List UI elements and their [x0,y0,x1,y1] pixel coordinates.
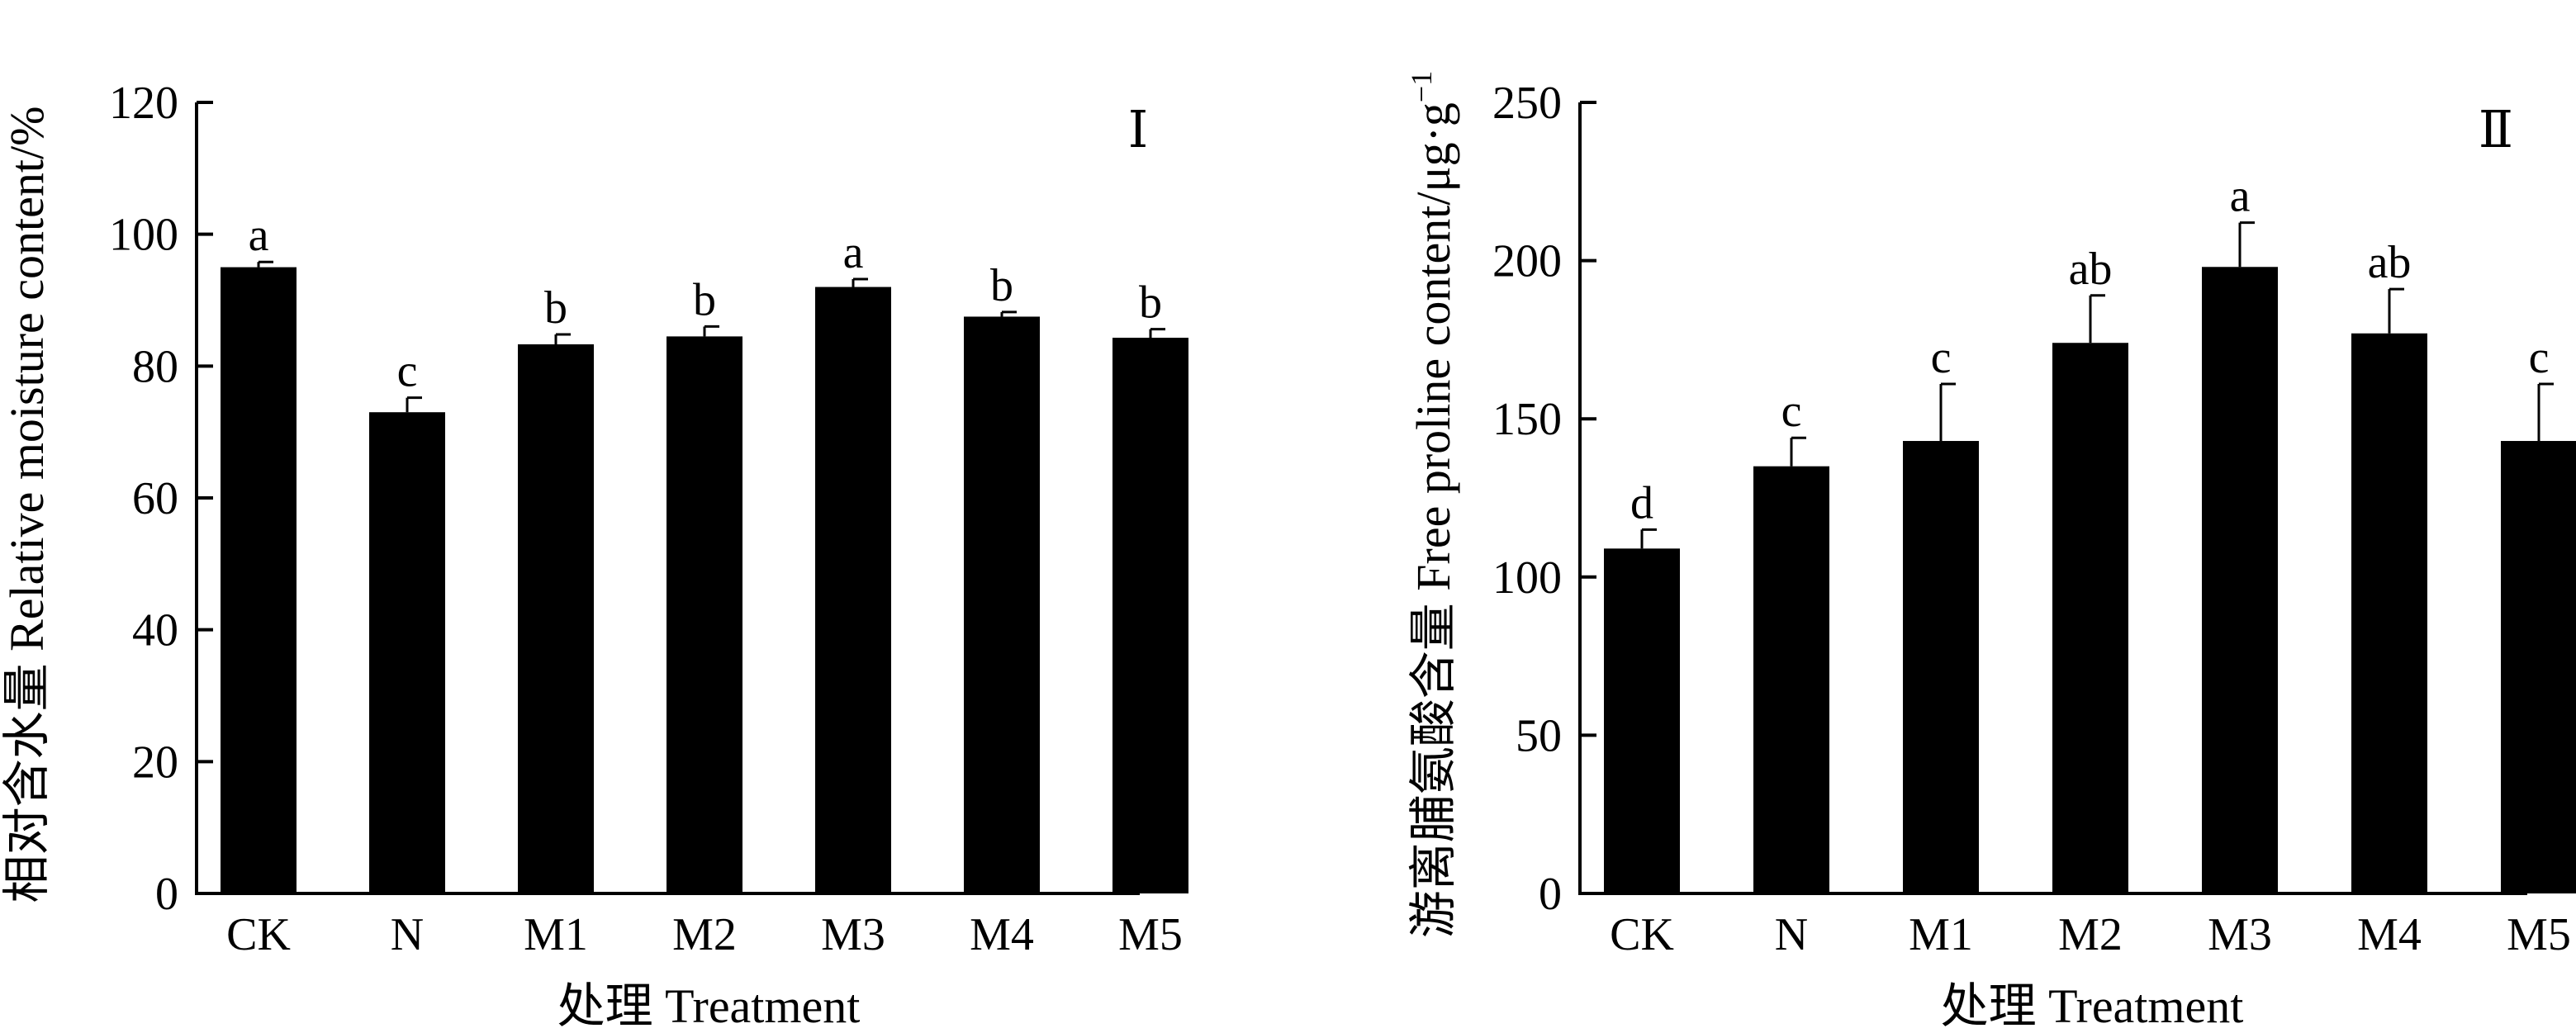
significance-label: a [843,227,864,278]
y-axis-title-superscript: −1 [1405,71,1438,102]
significance-label: d [1630,477,1653,528]
bar-M1 [518,344,594,893]
panel-label: Ⅱ [2479,102,2513,159]
x-tick-label: CK [226,909,291,960]
bar-M4 [964,316,1040,893]
significance-label: b [544,282,567,334]
bar-N [1753,466,1829,893]
significance-label: c [397,346,418,397]
bar-M4 [2351,333,2427,894]
x-tick-label: M5 [2507,909,2571,960]
y-tick-label: 50 [1516,710,1562,761]
bar-M3 [2202,267,2278,893]
chart-panel-proline: 游离脯氨酸含量 Free proline content/μg·g−1 处理 T… [1405,71,2576,1033]
x-tick-label: M1 [524,909,588,960]
significance-label: c [1781,386,1802,437]
x-tick-label: M2 [672,909,737,960]
significance-label: c [2529,332,2550,383]
y-tick-label: 40 [132,605,178,656]
x-axis-title: 处理 Treatment [1941,979,2244,1033]
y-tick-label: 120 [109,78,178,129]
bar-CK [1604,548,1680,893]
significance-label: a [249,210,269,261]
y-tick-label: 0 [155,869,178,920]
bar-M1 [1903,441,1979,893]
x-tick-label: M2 [2058,909,2123,960]
y-tick-label: 200 [1492,236,1562,287]
y-tick-label: 100 [109,210,178,261]
x-tick-label: M3 [2208,909,2272,960]
significance-label: a [2230,171,2251,222]
y-axis-title: 游离脯氨酸含量 Free proline content/μg·g−1 [1405,71,1460,938]
chart-panel-moisture: 相对含水量 Relative moisture content/% 处理 Tre… [0,78,1188,1033]
bar-M2 [667,336,742,893]
significance-label: ab [2368,237,2412,288]
significance-label: b [990,260,1013,311]
y-tick-label: 80 [132,341,178,392]
x-tick-label: N [1775,909,1808,960]
bar-CK [221,267,297,893]
significance-label: ab [2069,244,2113,295]
bar-M5 [1112,338,1188,893]
bar-N [369,412,445,893]
x-tick-label: N [391,909,424,960]
y-axis-title-text: 游离脯氨酸含量 Free proline content/μg·g [1407,102,1460,938]
y-tick-label: 250 [1492,78,1562,129]
panel-label: Ⅰ [1128,102,1149,159]
y-tick-label: 0 [1539,869,1562,920]
x-tick-label: M4 [2357,909,2422,960]
y-axis-title: 相对含水量 Relative moisture content/% [0,107,54,903]
bar-M5 [2501,441,2576,893]
x-tick-label: M5 [1118,909,1183,960]
y-tick-label: 150 [1492,394,1562,445]
x-tick-label: M1 [1909,909,1973,960]
x-axis-title: 处理 Treatment [557,979,861,1033]
significance-label: b [1139,277,1162,329]
y-tick-label: 20 [132,737,178,788]
x-tick-label: M3 [821,909,885,960]
significance-label: c [1931,332,1952,383]
bar-M2 [2052,343,2128,893]
y-tick-label: 60 [132,473,178,524]
significance-label: b [693,274,716,325]
x-tick-label: M4 [970,909,1034,960]
y-tick-label: 100 [1492,552,1562,604]
bar-M3 [815,287,891,893]
x-tick-label: CK [1610,909,1674,960]
